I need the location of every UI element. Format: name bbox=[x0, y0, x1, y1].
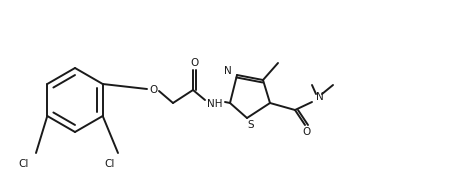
Text: Cl: Cl bbox=[19, 159, 29, 169]
Text: O: O bbox=[302, 127, 310, 137]
Text: Cl: Cl bbox=[105, 159, 115, 169]
Text: O: O bbox=[190, 58, 198, 68]
Text: NH: NH bbox=[207, 99, 223, 109]
Text: N: N bbox=[316, 92, 324, 102]
Text: S: S bbox=[248, 120, 254, 130]
Text: N: N bbox=[224, 66, 232, 76]
Text: O: O bbox=[149, 85, 157, 95]
